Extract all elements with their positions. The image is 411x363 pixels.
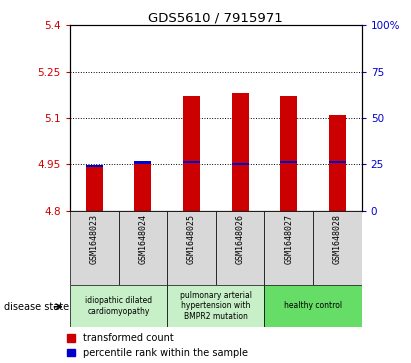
Bar — [167, 285, 264, 327]
Bar — [183, 160, 200, 163]
Bar — [70, 285, 167, 327]
Text: pulmonary arterial
hypertension with
BMPR2 mutation: pulmonary arterial hypertension with BMP… — [180, 291, 252, 321]
Bar — [231, 93, 249, 211]
Text: disease state: disease state — [4, 302, 69, 312]
Bar — [167, 211, 216, 285]
Bar — [216, 211, 264, 285]
Bar — [264, 285, 362, 327]
Bar — [134, 164, 151, 211]
Title: GDS5610 / 7915971: GDS5610 / 7915971 — [148, 11, 283, 24]
Bar — [313, 211, 362, 285]
Bar — [85, 167, 103, 211]
Bar — [264, 211, 313, 285]
Bar — [70, 211, 118, 285]
Legend: transformed count, percentile rank within the sample: transformed count, percentile rank withi… — [67, 333, 248, 358]
Bar — [329, 115, 346, 211]
Text: GSM1648024: GSM1648024 — [139, 214, 147, 264]
Bar — [329, 161, 346, 163]
Bar — [183, 97, 200, 211]
Bar — [280, 97, 297, 211]
Text: GSM1648023: GSM1648023 — [90, 214, 99, 264]
Bar — [134, 162, 151, 164]
Bar — [85, 164, 103, 167]
Bar — [118, 211, 167, 285]
Bar — [231, 163, 249, 166]
Text: idiopathic dilated
cardiomyopathy: idiopathic dilated cardiomyopathy — [85, 296, 152, 315]
Text: GSM1648026: GSM1648026 — [236, 214, 245, 264]
Bar — [280, 160, 297, 163]
Text: GSM1648025: GSM1648025 — [187, 214, 196, 264]
Text: healthy control: healthy control — [284, 301, 342, 310]
Text: GSM1648027: GSM1648027 — [284, 214, 293, 264]
Text: GSM1648028: GSM1648028 — [333, 214, 342, 264]
